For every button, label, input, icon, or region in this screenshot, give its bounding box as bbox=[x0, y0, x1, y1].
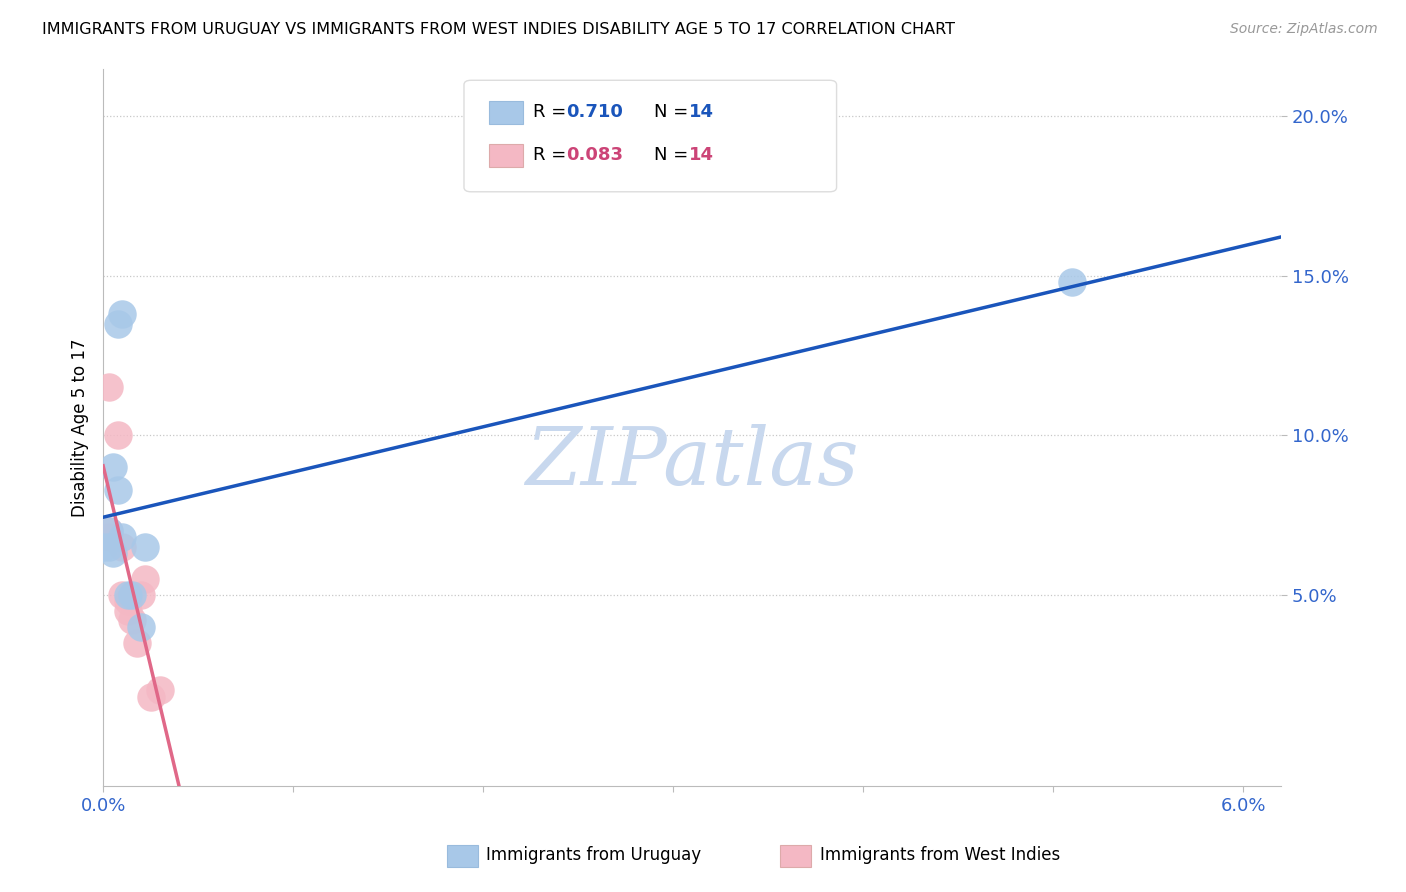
Point bbox=[97, 524, 120, 538]
Point bbox=[121, 588, 143, 602]
Point bbox=[134, 540, 156, 554]
Point bbox=[97, 380, 120, 394]
Point bbox=[117, 588, 139, 602]
Point bbox=[111, 530, 134, 544]
Point bbox=[111, 307, 134, 321]
Point bbox=[107, 483, 129, 497]
Point bbox=[111, 540, 134, 554]
Text: R =: R = bbox=[533, 146, 567, 164]
Point bbox=[97, 524, 120, 538]
Text: N =: N = bbox=[654, 146, 688, 164]
Point bbox=[1062, 275, 1084, 289]
Y-axis label: Disability Age 5 to 17: Disability Age 5 to 17 bbox=[72, 338, 89, 516]
Text: Immigrants from West Indies: Immigrants from West Indies bbox=[820, 847, 1060, 864]
Point bbox=[117, 604, 139, 618]
Text: 0.710: 0.710 bbox=[567, 103, 623, 121]
Point bbox=[97, 530, 120, 544]
Point bbox=[129, 620, 152, 634]
Point bbox=[107, 428, 129, 442]
Point bbox=[139, 690, 162, 704]
Point bbox=[101, 546, 124, 560]
Text: R =: R = bbox=[533, 103, 567, 121]
Point bbox=[127, 635, 149, 649]
Text: IMMIGRANTS FROM URUGUAY VS IMMIGRANTS FROM WEST INDIES DISABILITY AGE 5 TO 17 CO: IMMIGRANTS FROM URUGUAY VS IMMIGRANTS FR… bbox=[42, 22, 955, 37]
Point bbox=[134, 572, 156, 586]
Point bbox=[111, 588, 134, 602]
Point bbox=[149, 683, 172, 698]
Point bbox=[121, 613, 143, 627]
Text: Immigrants from Uruguay: Immigrants from Uruguay bbox=[486, 847, 702, 864]
Text: ZIPatlas: ZIPatlas bbox=[526, 425, 859, 502]
Text: 14: 14 bbox=[689, 103, 714, 121]
Point bbox=[91, 540, 114, 554]
Text: 14: 14 bbox=[689, 146, 714, 164]
Text: 0.083: 0.083 bbox=[567, 146, 624, 164]
Point bbox=[117, 594, 139, 608]
Point bbox=[97, 540, 120, 554]
Point bbox=[107, 317, 129, 331]
Point bbox=[101, 460, 124, 475]
Text: Source: ZipAtlas.com: Source: ZipAtlas.com bbox=[1230, 22, 1378, 37]
Point bbox=[129, 588, 152, 602]
Text: N =: N = bbox=[654, 103, 688, 121]
